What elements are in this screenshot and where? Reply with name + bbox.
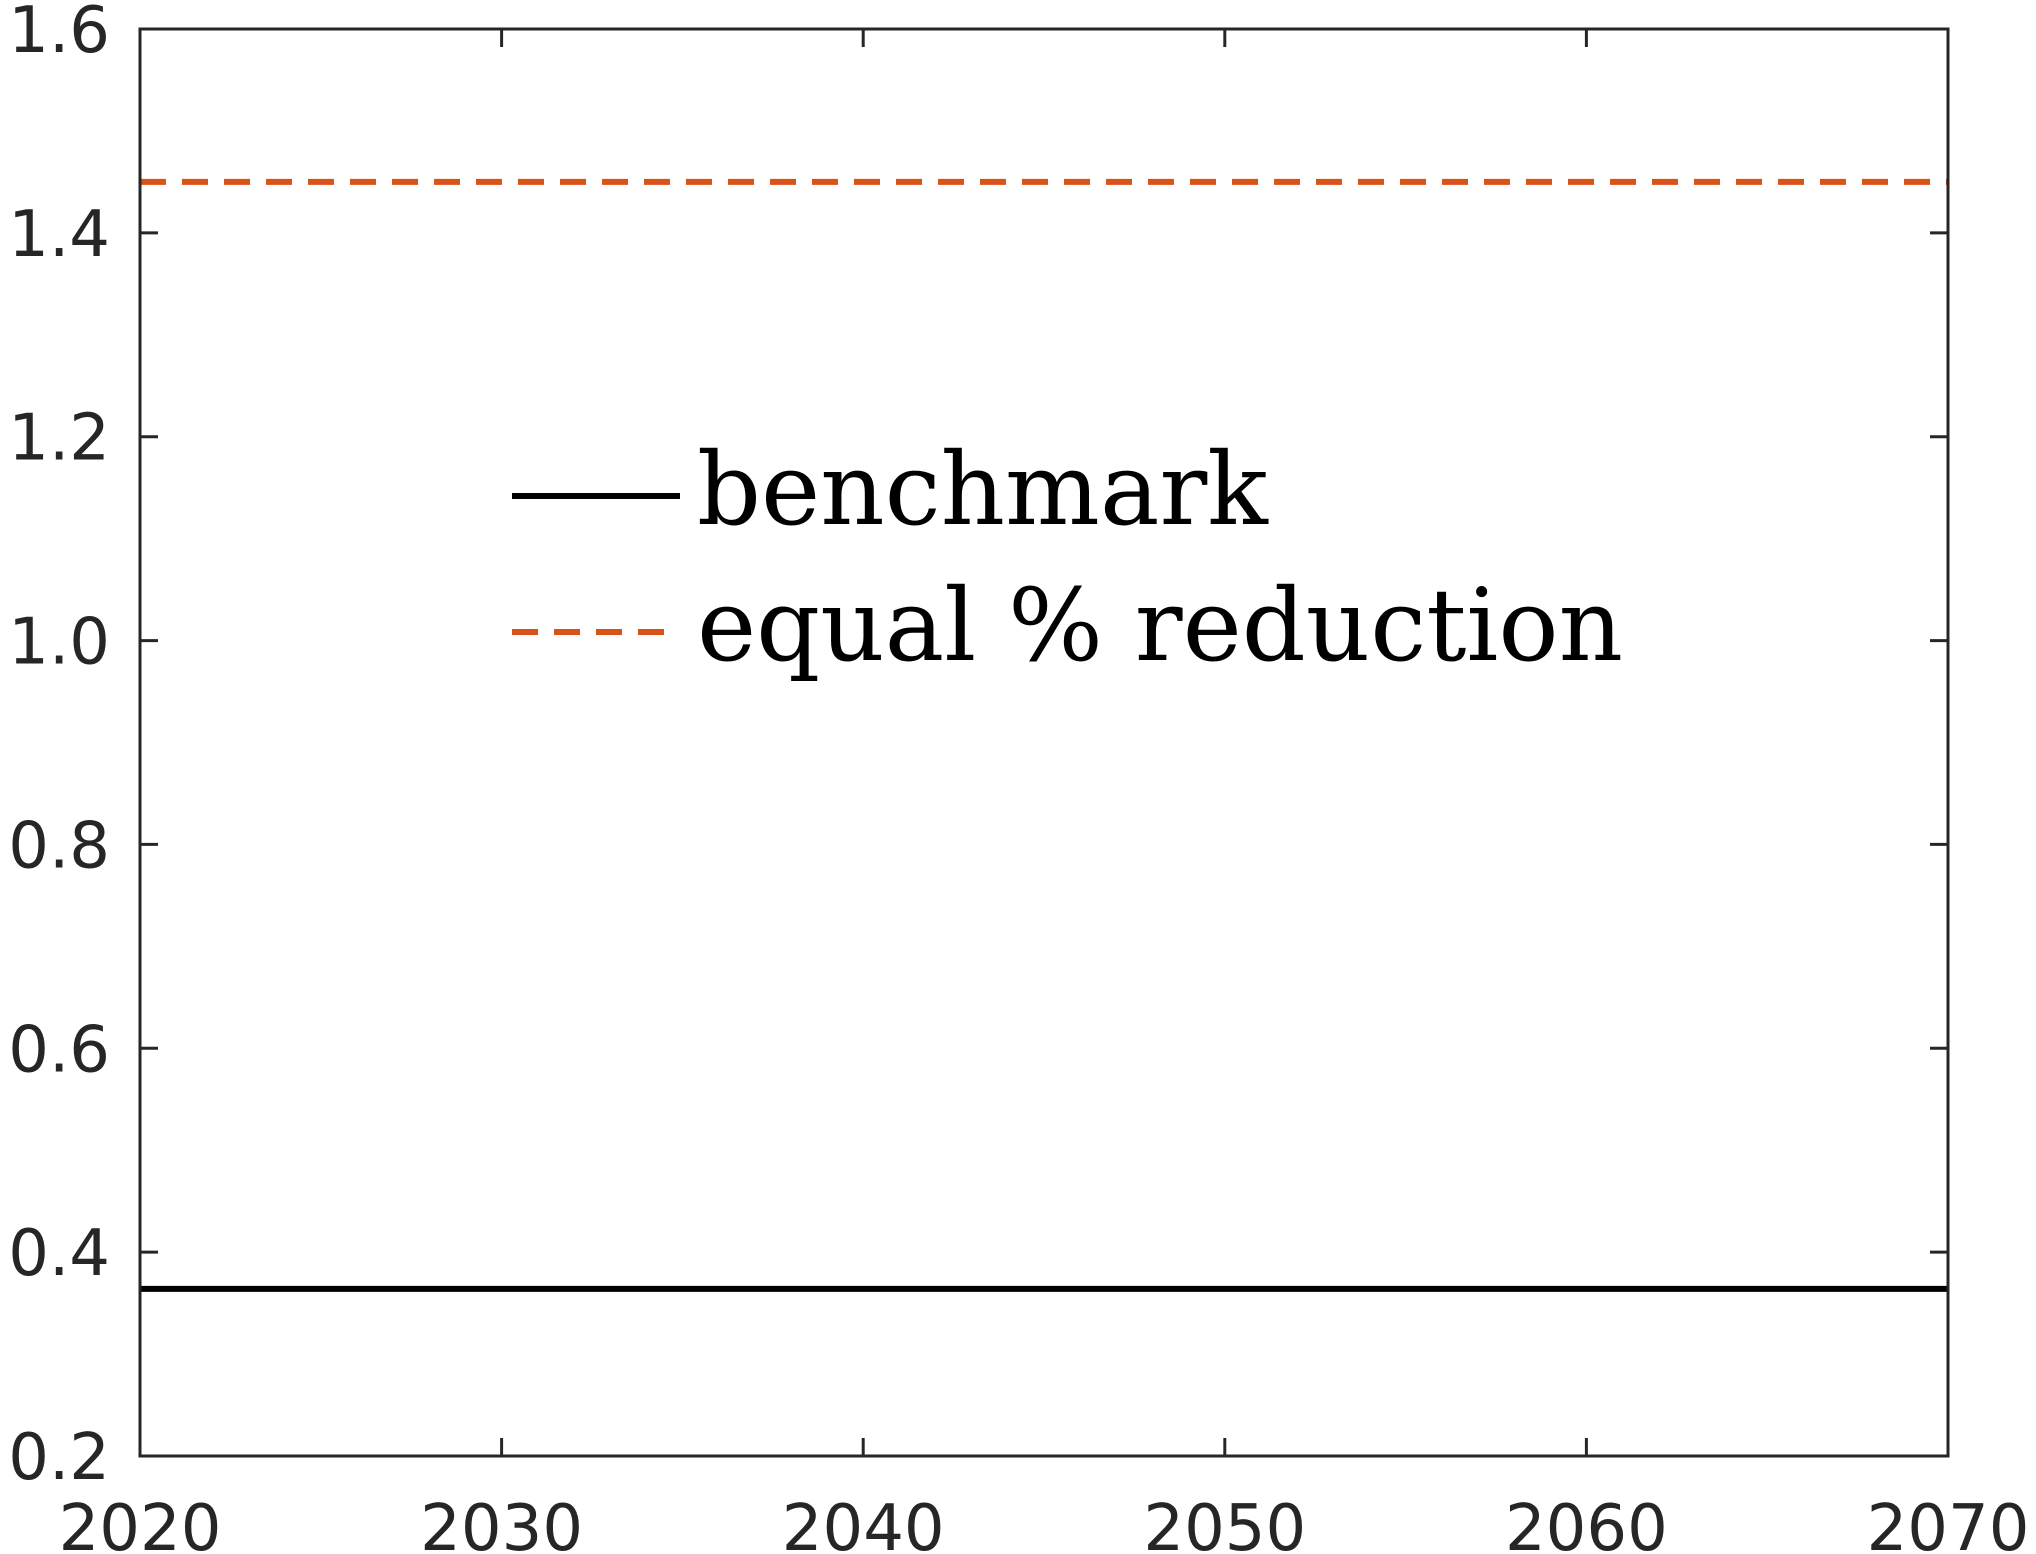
legend-label: benchmark [697, 431, 1269, 548]
y-tick-label: 0.6 [8, 1013, 110, 1087]
y-tick-label: 1.4 [8, 198, 110, 272]
y-tick-label: 0.4 [8, 1217, 110, 1291]
x-tick-label: 2060 [1505, 1492, 1668, 1554]
axis-ticks [138, 27, 1950, 1458]
y-tick-label: 0.2 [8, 1421, 110, 1495]
y-tick-labels: 0.2 0.4 0.6 0.8 1.0 1.2 1.4 1.6 [8, 0, 110, 1495]
x-tick-label: 2040 [782, 1492, 945, 1554]
y-tick-label: 1.6 [8, 0, 110, 68]
plot-frame [138, 27, 1950, 1458]
plot-series [140, 178, 1948, 1292]
y-tick-label: 1.2 [8, 402, 110, 476]
y-tick-label: 1.0 [8, 606, 110, 680]
x-tick-label: 2020 [59, 1492, 222, 1554]
legend-label: equal % reduction [697, 567, 1623, 684]
y-tick-label: 0.8 [8, 809, 110, 883]
legend: benchmark equal % reduction [512, 431, 1623, 684]
x-tick-labels: 2020 2030 2040 2050 2060 2070 [59, 1492, 2030, 1554]
x-tick-label: 2070 [1867, 1492, 2030, 1554]
x-tick-label: 2050 [1143, 1492, 1306, 1554]
x-tick-label: 2030 [420, 1492, 583, 1554]
